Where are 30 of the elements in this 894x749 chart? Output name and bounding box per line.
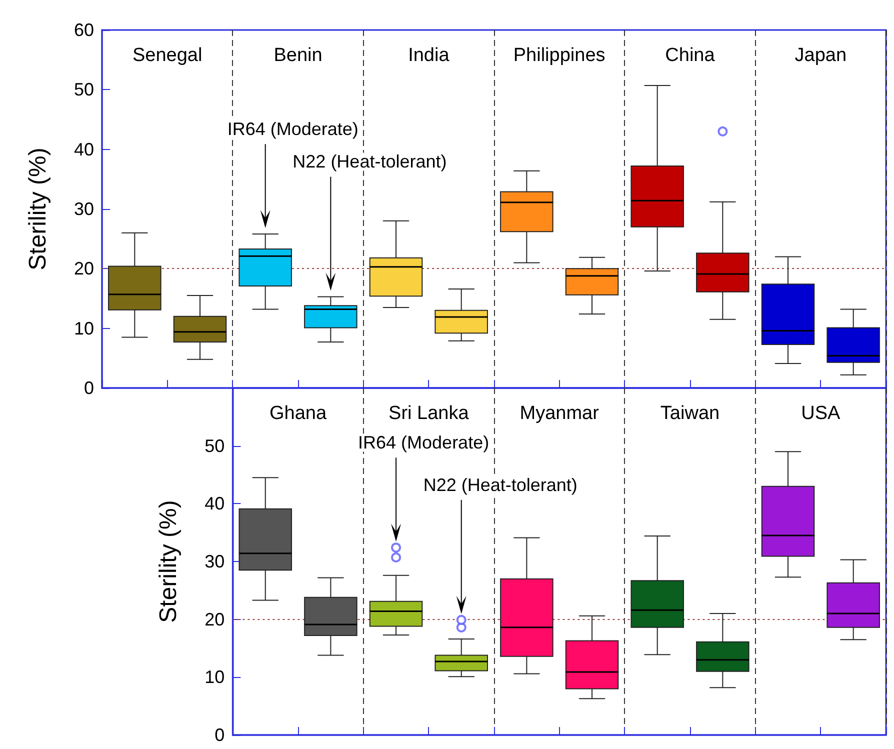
annotation: USA	[801, 403, 841, 424]
annotation: Taiwan	[660, 403, 720, 424]
y-axis-title: Sterility (%)	[24, 148, 52, 270]
annotation: N22 (Heat-tolerant)	[423, 474, 578, 495]
annotation: Japan	[794, 45, 847, 66]
annotation: Ghana	[270, 403, 327, 424]
y-tick-label: 20	[74, 258, 94, 279]
y-tick-label: 60	[74, 20, 94, 40]
y-tick-label: 0	[214, 725, 225, 745]
y-tick-label: 10	[74, 318, 94, 338]
y-tick-label: 50	[74, 80, 94, 100]
y-axis-title: Sterility (%)	[155, 500, 182, 623]
y-tick-label: 50	[204, 436, 225, 456]
annotation: Sri Lanka	[388, 403, 470, 424]
annotation: N22 (Heat-tolerant)	[292, 152, 447, 172]
annotation: Myanmar	[520, 403, 600, 424]
annotation: India	[408, 45, 450, 66]
annotation: Benin	[274, 45, 322, 66]
y-tick-label: 10	[204, 667, 225, 688]
annotation: Philippines	[513, 45, 606, 66]
annotation: Senegal	[132, 45, 202, 66]
y-tick-label: 30	[74, 199, 94, 219]
annotation: China	[665, 45, 716, 66]
y-tick-label: 0	[84, 378, 94, 398]
y-tick-label: 40	[74, 139, 94, 160]
y-tick-label: 20	[204, 609, 225, 630]
y-tick-label: 30	[204, 552, 225, 572]
y-tick-label: 40	[204, 494, 225, 514]
annotation: IR64 (Moderate)	[358, 432, 490, 453]
annotation: IR64 (Moderate)	[227, 119, 358, 140]
